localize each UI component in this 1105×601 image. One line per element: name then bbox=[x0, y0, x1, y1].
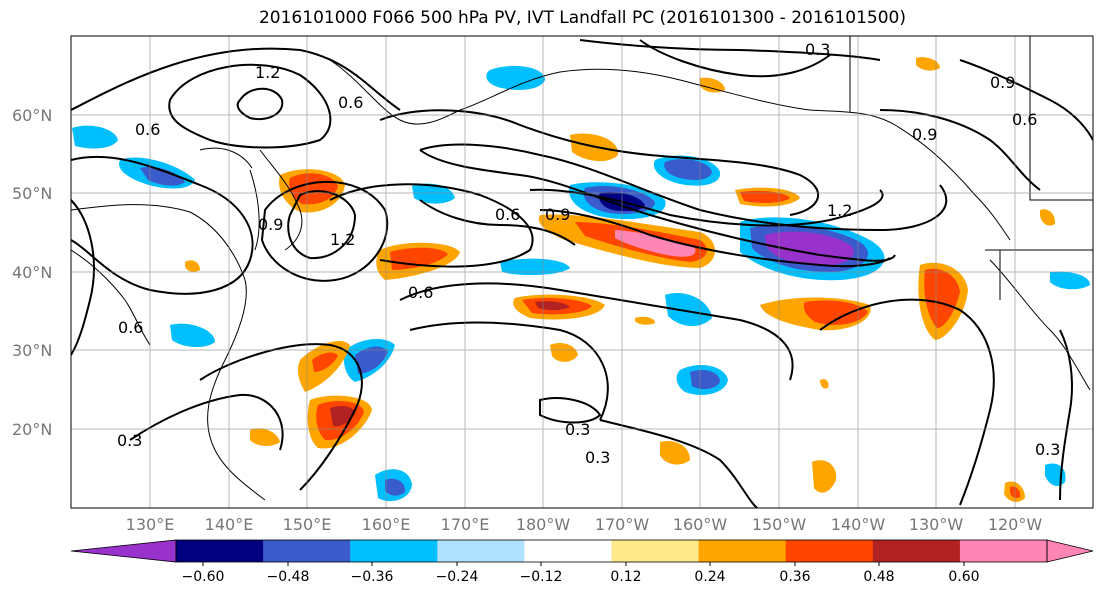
lat-label: 30°N bbox=[12, 341, 52, 360]
colorbar-segment bbox=[437, 540, 525, 562]
colorbar-tick-label: −0.12 bbox=[520, 569, 563, 585]
contour-label: 0.9 bbox=[912, 125, 937, 144]
lon-label: 130°E bbox=[126, 515, 175, 534]
map-title: 2016101000 F066 500 hPa PV, IVT Landfall… bbox=[258, 8, 906, 28]
colorbar-segment bbox=[698, 540, 787, 562]
lat-label: 60°N bbox=[12, 106, 52, 125]
contour-label: 0.3 bbox=[1035, 440, 1060, 459]
colorbar-extend-min bbox=[70, 539, 177, 563]
colorbar: −0.60 −0.48 −0.36 −0.24 −0.12 0.12 0.24 0.36 0.4… bbox=[70, 539, 1094, 585]
colorbar-tick-label: −0.60 bbox=[182, 569, 225, 585]
colorbar-tick-label: 0.36 bbox=[779, 569, 810, 585]
colorbar-tick-label: −0.24 bbox=[436, 569, 479, 585]
colorbar-tick-label: 0.12 bbox=[610, 569, 641, 585]
lon-label: 170°W bbox=[595, 515, 650, 534]
contour-label: 0.6 bbox=[118, 318, 143, 337]
contour-label: 0.9 bbox=[258, 215, 283, 234]
lon-label: 150°E bbox=[283, 515, 332, 534]
contour-label: 0.6 bbox=[408, 283, 433, 302]
plot-frame bbox=[70, 35, 1094, 509]
contour-label: 0.9 bbox=[545, 205, 570, 224]
colorbar-segment bbox=[350, 540, 438, 562]
contour-label: 0.3 bbox=[585, 448, 610, 467]
longitude-labels: 130°E 140°E 150°E 160°E 170°E 180°W 170°… bbox=[126, 515, 1043, 534]
contour-label: 1.2 bbox=[827, 201, 852, 220]
colorbar-segment bbox=[959, 540, 1048, 562]
colorbar-extend-max bbox=[1046, 539, 1094, 563]
colorbar-segment bbox=[872, 540, 961, 562]
lat-label: 40°N bbox=[12, 263, 52, 282]
contour-label: 0.6 bbox=[338, 93, 363, 112]
contour-label: 0.3 bbox=[565, 420, 590, 439]
contour-label: 0.9 bbox=[990, 73, 1015, 92]
lon-label: 120°W bbox=[988, 515, 1043, 534]
colorbar-tick-label: −0.36 bbox=[351, 569, 394, 585]
colorbar-tick-label: −0.48 bbox=[267, 569, 310, 585]
contour-label: 1.2 bbox=[330, 230, 355, 249]
colorbar-segment bbox=[611, 540, 700, 562]
lat-label: 20°N bbox=[12, 420, 52, 439]
colorbar-tick-label: 0.48 bbox=[863, 569, 894, 585]
colorbar-segment bbox=[176, 540, 264, 562]
contour-labels: 1.2 0.6 0.6 0.9 0.3 1.2 0.9 0.6 1.2 0.6 … bbox=[117, 40, 1060, 467]
lon-label: 180°W bbox=[516, 515, 571, 534]
colorbar-segment bbox=[785, 540, 874, 562]
colorbar-tick-label: 0.24 bbox=[694, 569, 725, 585]
colorbar-segment bbox=[263, 540, 351, 562]
latitude-labels: 60°N 50°N 40°N 30°N 20°N bbox=[12, 106, 52, 439]
colorbar-segment bbox=[524, 540, 612, 562]
contour-label: 0.3 bbox=[117, 431, 142, 450]
lon-label: 130°W bbox=[909, 515, 964, 534]
lon-label: 160°E bbox=[362, 515, 411, 534]
contour-label: 0.3 bbox=[805, 40, 830, 59]
lon-label: 140°W bbox=[831, 515, 886, 534]
lon-label: 170°E bbox=[441, 515, 490, 534]
contour-label: 0.6 bbox=[135, 120, 160, 139]
contour-label: 0.6 bbox=[1012, 110, 1037, 129]
colorbar-tick-label: 0.60 bbox=[948, 569, 979, 585]
lon-label: 160°W bbox=[673, 515, 728, 534]
contour-label: 0.6 bbox=[495, 205, 520, 224]
lon-label: 150°W bbox=[752, 515, 807, 534]
colorbar-outline bbox=[175, 539, 1048, 563]
pv-contours bbox=[71, 39, 1093, 508]
contour-label: 1.2 bbox=[255, 63, 280, 82]
lon-label: 140°E bbox=[205, 515, 254, 534]
lat-label: 50°N bbox=[12, 184, 52, 203]
graticule bbox=[71, 36, 1093, 508]
